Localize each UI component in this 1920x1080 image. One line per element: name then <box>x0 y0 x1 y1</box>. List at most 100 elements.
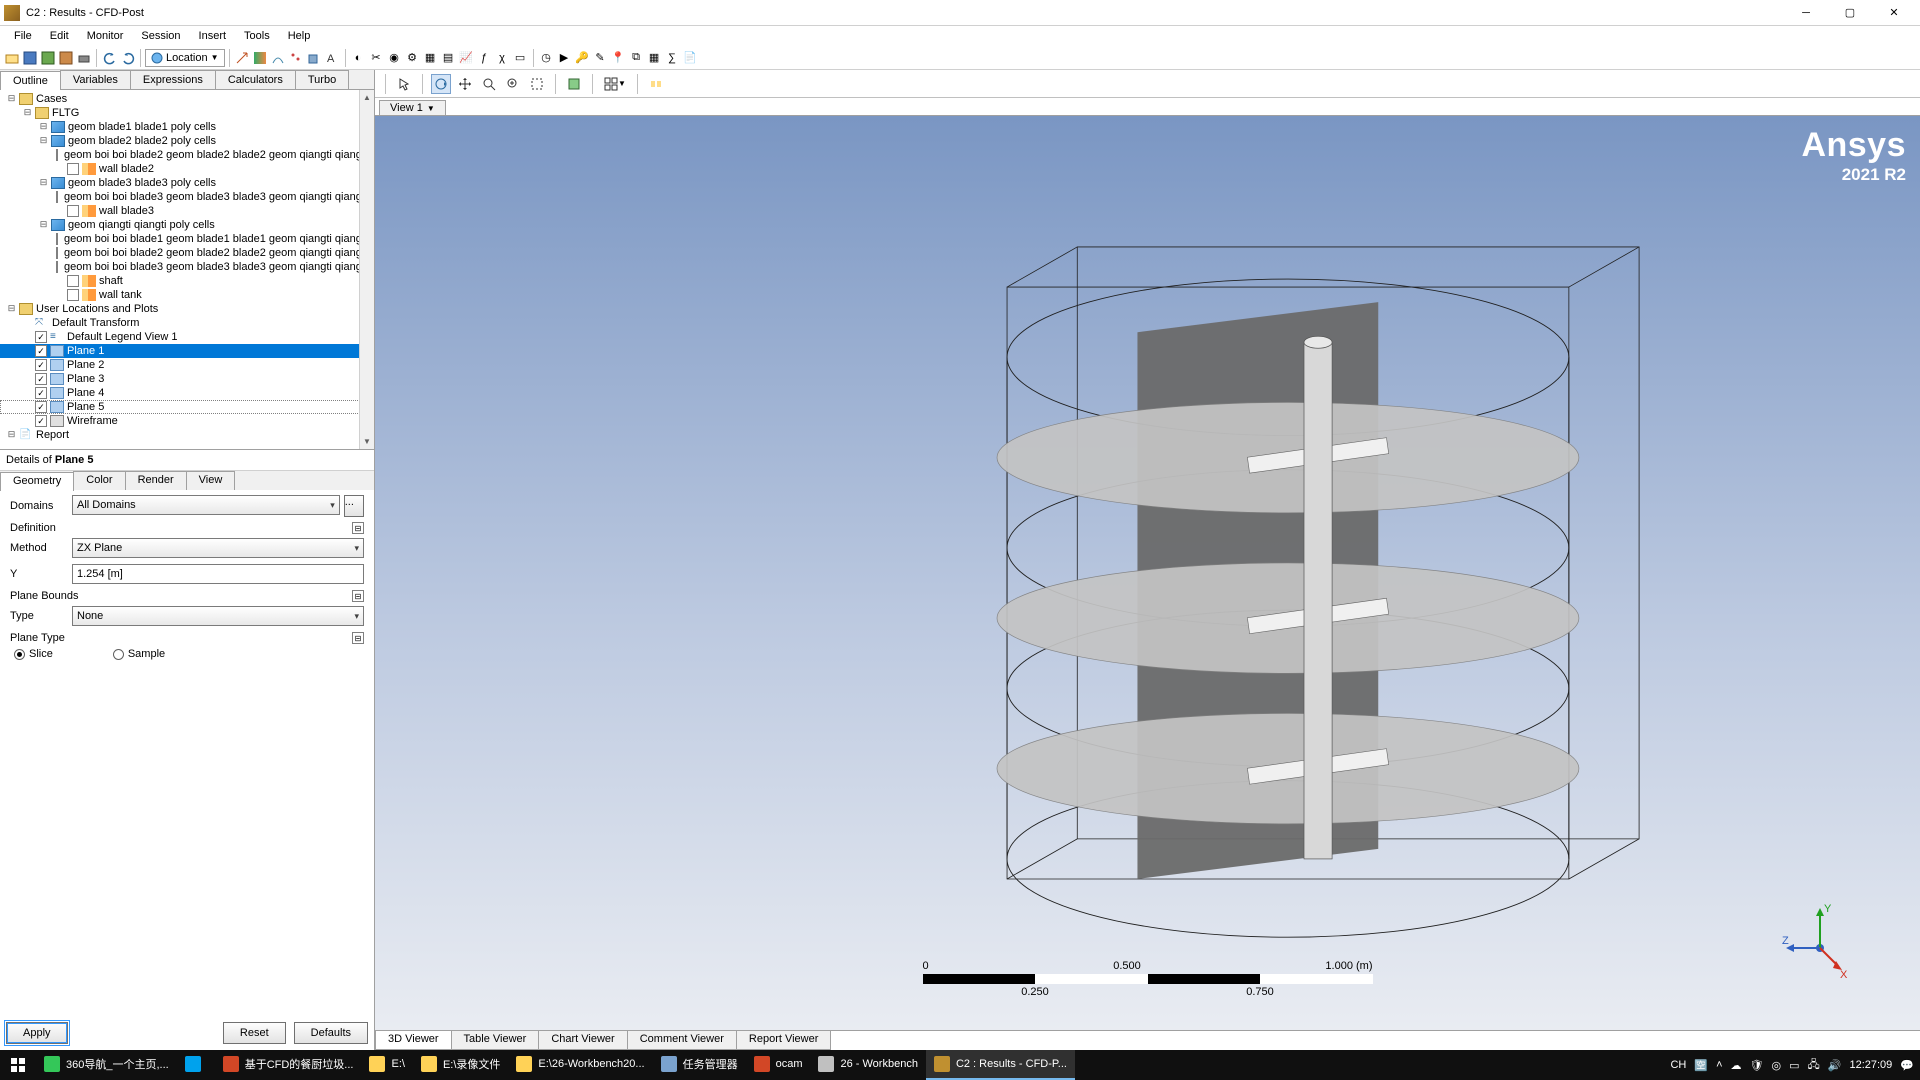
tree-group[interactable]: ⊟geom qiangti qiangti poly cells <box>0 218 374 232</box>
tray-ime-icon[interactable]: 🈳 <box>1694 1059 1708 1072</box>
isosurf-icon[interactable]: ◐ <box>350 49 367 66</box>
taskbar-app[interactable]: E:\录像文件 <box>413 1050 508 1080</box>
sample-radio[interactable]: Sample <box>113 648 165 660</box>
lang-indicator[interactable]: CH <box>1670 1059 1686 1071</box>
clock[interactable]: 12:27:09 <box>1849 1059 1892 1071</box>
zoom-icon[interactable] <box>479 74 499 94</box>
streamline-icon[interactable] <box>270 49 287 66</box>
axis-triad[interactable]: Y Z X <box>1780 900 1860 980</box>
visibility-checkbox[interactable] <box>56 261 58 273</box>
taskbar-app[interactable]: E:\ <box>361 1050 412 1080</box>
tree-group[interactable]: ⊟geom blade1 blade1 poly cells <box>0 120 374 134</box>
tree-surface[interactable]: geom boi boi blade3 geom blade3 blade3 g… <box>0 260 374 274</box>
tab-3d-viewer[interactable]: 3D Viewer <box>375 1031 452 1050</box>
taskbar-app[interactable]: 任务管理器 <box>653 1050 746 1080</box>
tree-surface[interactable]: shaft <box>0 274 374 288</box>
visibility-checkbox[interactable] <box>35 387 47 399</box>
multiview-icon[interactable]: ▼ <box>601 74 629 94</box>
probe-icon[interactable]: 📍 <box>610 49 627 66</box>
tray-shield-icon[interactable]: 🛡 <box>1750 1059 1764 1072</box>
tray-up-icon[interactable]: ˄ <box>1716 1059 1722 1071</box>
volume-icon[interactable] <box>306 49 323 66</box>
scroll-up-icon[interactable]: ▲ <box>360 90 374 105</box>
visibility-checkbox[interactable] <box>35 345 47 357</box>
menu-insert[interactable]: Insert <box>191 28 235 44</box>
tab-report-viewer[interactable]: Report Viewer <box>736 1031 832 1050</box>
domains-combo[interactable]: All Domains <box>72 495 340 515</box>
start-button[interactable] <box>0 1058 36 1073</box>
taskbar-app[interactable]: 基于CFD的餐厨垃圾... <box>215 1050 362 1080</box>
minimize-button[interactable]: ─ <box>1784 2 1828 24</box>
tab-variables[interactable]: Variables <box>60 70 131 89</box>
pan-icon[interactable] <box>455 74 475 94</box>
visibility-checkbox[interactable] <box>35 359 47 371</box>
slice-radio[interactable]: Slice <box>14 648 53 660</box>
tab-turbo[interactable]: Turbo <box>295 70 349 89</box>
tab-outline[interactable]: Outline <box>0 71 61 90</box>
tab-comment-viewer[interactable]: Comment Viewer <box>627 1031 737 1050</box>
maximize-button[interactable]: ▢ <box>1828 2 1872 24</box>
tab-chart-viewer[interactable]: Chart Viewer <box>538 1031 627 1050</box>
particle-icon[interactable] <box>288 49 305 66</box>
tree-surface[interactable]: geom boi boi blade2 geom blade2 blade2 g… <box>0 246 374 260</box>
visibility-checkbox[interactable] <box>67 205 79 217</box>
tab-view[interactable]: View <box>186 471 236 490</box>
visibility-checkbox[interactable] <box>56 191 58 203</box>
vortex-icon[interactable]: ◉ <box>386 49 403 66</box>
tray-anti-icon[interactable]: ◎ <box>1771 1059 1781 1072</box>
table-icon[interactable]: ▦ <box>422 49 439 66</box>
taskbar-app[interactable]: E:\26-Workbench20... <box>508 1050 652 1080</box>
menu-tools[interactable]: Tools <box>236 28 278 44</box>
select-icon[interactable] <box>394 74 414 94</box>
expr-icon[interactable]: ƒ <box>476 49 493 66</box>
tray-cloud-icon[interactable]: ☁ <box>1731 1059 1742 1072</box>
vector-icon[interactable] <box>234 49 251 66</box>
turbo-icon[interactable]: ⚙ <box>404 49 421 66</box>
rotate-icon[interactable] <box>431 74 451 94</box>
definition-collapse-icon[interactable]: ⊟ <box>352 522 364 534</box>
visibility-checkbox[interactable] <box>35 401 47 413</box>
visibility-checkbox[interactable] <box>67 289 79 301</box>
tree-surface[interactable]: wall blade3 <box>0 204 374 218</box>
viewport-3d[interactable]: Ansys 2021 R2 0 0.500 1.000 (m) 0.250 0.… <box>375 116 1920 1030</box>
tree-wireframe[interactable]: Wireframe <box>0 414 374 428</box>
menu-help[interactable]: Help <box>280 28 319 44</box>
method-combo[interactable]: ZX Plane <box>72 538 364 558</box>
clip-icon[interactable]: ✂ <box>368 49 385 66</box>
tree-cases[interactable]: ⊟Cases <box>0 92 374 106</box>
sync-icon[interactable] <box>646 74 666 94</box>
taskbar-app[interactable]: ocam <box>746 1050 811 1080</box>
visibility-checkbox[interactable] <box>35 331 47 343</box>
save-icon[interactable] <box>21 49 38 66</box>
visibility-checkbox[interactable] <box>56 247 58 259</box>
tree-surface[interactable]: wall tank <box>0 288 374 302</box>
open-icon[interactable] <box>3 49 20 66</box>
chart-icon[interactable]: 📈 <box>458 49 475 66</box>
legend-icon[interactable]: ▭ <box>512 49 529 66</box>
print-icon[interactable] <box>75 49 92 66</box>
defaults-button[interactable]: Defaults <box>294 1022 368 1044</box>
var-icon[interactable]: χ <box>494 49 511 66</box>
undo-icon[interactable] <box>101 49 118 66</box>
tree-group[interactable]: ⊟geom blade2 blade2 poly cells <box>0 134 374 148</box>
tree-domain[interactable]: ⊟FLTG <box>0 106 374 120</box>
highlight-icon[interactable] <box>564 74 584 94</box>
taskbar-app[interactable] <box>177 1050 215 1080</box>
tree-plane-1[interactable]: Plane 1 <box>0 344 374 358</box>
outline-tree[interactable]: ⊟Cases⊟FLTG⊟geom blade1 blade1 poly cell… <box>0 90 374 450</box>
text-icon[interactable]: A <box>324 49 341 66</box>
tab-table-viewer[interactable]: Table Viewer <box>451 1031 540 1050</box>
menu-session[interactable]: Session <box>133 28 188 44</box>
taskbar-app[interactable]: C2 : Results - CFD-P... <box>926 1050 1075 1080</box>
type-combo[interactable]: None <box>72 606 364 626</box>
save-state-icon[interactable] <box>39 49 56 66</box>
reset-button[interactable]: Reset <box>223 1022 286 1044</box>
tree-transform[interactable]: Default Transform <box>0 316 374 330</box>
menu-monitor[interactable]: Monitor <box>79 28 132 44</box>
tab-geometry[interactable]: Geometry <box>0 472 74 491</box>
tree-surface[interactable]: geom boi boi blade1 geom blade1 blade1 g… <box>0 232 374 246</box>
tree-scrollbar[interactable]: ▲ ▼ <box>359 90 374 449</box>
visibility-checkbox[interactable] <box>35 415 47 427</box>
tree-report[interactable]: ⊟Report <box>0 428 374 442</box>
close-button[interactable]: ✕ <box>1872 2 1916 24</box>
